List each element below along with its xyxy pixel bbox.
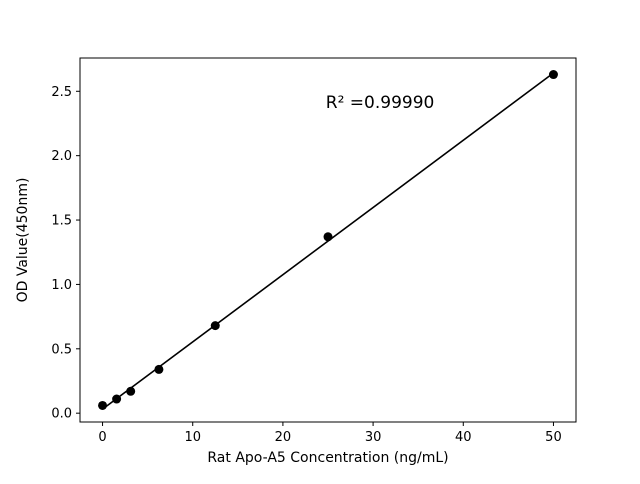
x-tick-label: 0	[98, 430, 106, 445]
plot-area: 0 10 20 30 40 50 0.0 0.5 1.0 1.5 2.0 2.5	[51, 57, 577, 445]
y-tick-label: 0.0	[51, 407, 72, 422]
plot-frame	[79, 57, 577, 423]
data-point	[154, 364, 164, 374]
y-tick-label: 2.5	[51, 85, 72, 100]
data-point	[210, 321, 220, 331]
y-tick-label: 1.5	[51, 214, 72, 229]
data-point	[98, 400, 108, 410]
x-tick-label: 40	[455, 430, 472, 445]
data-point	[548, 70, 558, 80]
data-point	[126, 386, 136, 396]
y-tick-label: 2.0	[51, 149, 72, 164]
data-point	[323, 232, 333, 242]
y-axis-label: OD Value(450nm)	[15, 178, 31, 303]
x-tick-label: 30	[365, 430, 382, 445]
x-tick-label: 50	[545, 430, 562, 445]
x-tick-label: 20	[275, 430, 292, 445]
r-squared-annotation: R² =0.99990	[326, 93, 435, 113]
y-tick-label: 1.0	[51, 278, 72, 293]
data-point	[112, 394, 122, 404]
x-tick-label: 10	[184, 430, 201, 445]
y-tick-label: 0.5	[51, 342, 72, 357]
x-axis-label: Rat Apo-A5 Concentration (ng/mL)	[207, 450, 448, 466]
